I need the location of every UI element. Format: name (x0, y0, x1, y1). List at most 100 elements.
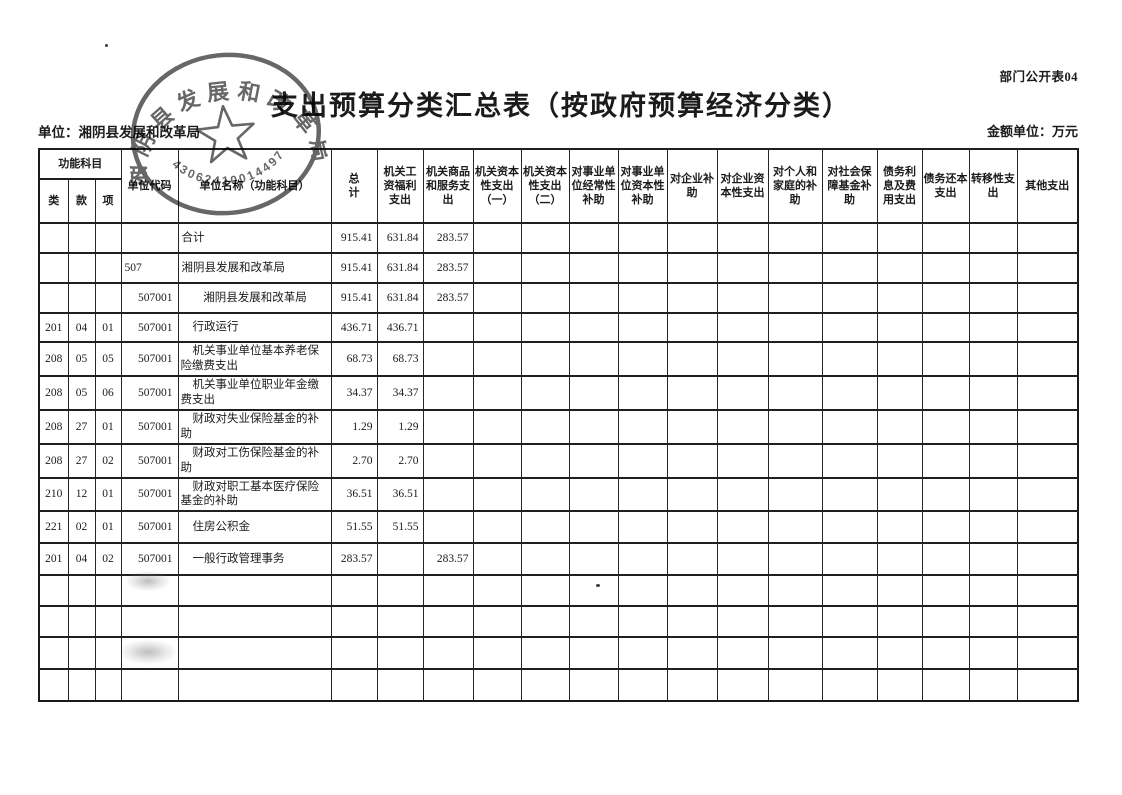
value-cell: 283.57 (422, 282, 474, 314)
table-row (38, 636, 1079, 670)
value-cell (520, 574, 570, 607)
header-func-0: 类 (38, 178, 69, 224)
value-cell (767, 605, 823, 638)
value-cell (472, 542, 522, 576)
unit-name-cell: 住房公积金 (177, 510, 332, 544)
header-expense-10: 债务利息及费用支出 (876, 148, 923, 224)
value-cell (376, 636, 424, 670)
value-cell (921, 409, 970, 445)
unit-code-cell: 507001 (120, 542, 179, 576)
func-cell: 01 (94, 409, 122, 445)
value-cell (472, 443, 522, 478)
value-cell (568, 375, 619, 411)
value-cell (472, 668, 522, 702)
value-cell (968, 409, 1018, 445)
value-cell (422, 312, 474, 343)
value-cell (472, 636, 522, 670)
value-cell: 631.84 (376, 222, 424, 254)
value-cell (568, 443, 619, 478)
value-cell (520, 222, 570, 254)
value-cell (520, 668, 570, 702)
value-cell (821, 375, 878, 411)
value-cell (617, 542, 668, 576)
value-cell (921, 282, 970, 314)
header-expense-0: 机关工资福利支出 (376, 148, 424, 224)
value-cell (821, 510, 878, 544)
func-cell: 201 (38, 542, 69, 576)
value-cell (767, 510, 823, 544)
func-cell: 210 (38, 477, 69, 512)
value-cell (968, 282, 1018, 314)
value-cell (1016, 542, 1079, 576)
value-cell (568, 542, 619, 576)
func-cell (67, 282, 96, 314)
value-cell (921, 668, 970, 702)
value-cell (876, 375, 923, 411)
value-cell (617, 252, 668, 284)
value-cell (716, 409, 769, 445)
func-cell: 01 (94, 312, 122, 343)
value-cell (520, 312, 570, 343)
value-cell (968, 605, 1018, 638)
table-row: 201 04 01 507001 行政运行 436.71 436.71 (38, 312, 1079, 343)
total-cell: 34.37 (330, 375, 378, 411)
value-cell (821, 574, 878, 607)
value-cell (1016, 443, 1079, 478)
header-expense-4: 对事业单位经常性补助 (568, 148, 619, 224)
value-cell (422, 668, 474, 702)
header-expense-9: 对社会保障基金补助 (821, 148, 878, 224)
unit-name-cell: 一般行政管理事务 (177, 542, 332, 576)
value-cell (921, 510, 970, 544)
scan-dot (596, 584, 600, 587)
func-cell (94, 252, 122, 284)
value-cell (472, 477, 522, 512)
func-cell: 04 (67, 312, 96, 343)
value-cell (472, 375, 522, 411)
value-cell (520, 341, 570, 377)
value-cell (968, 443, 1018, 478)
value-cell (617, 282, 668, 314)
value-cell (921, 605, 970, 638)
value-cell (716, 510, 769, 544)
value-cell: 68.73 (376, 341, 424, 377)
total-cell: 51.55 (330, 510, 378, 544)
header-func-2: 项 (94, 178, 122, 224)
value-cell (921, 252, 970, 284)
value-cell (876, 312, 923, 343)
value-cell (921, 636, 970, 670)
value-cell (1016, 282, 1079, 314)
unit-name-cell (177, 574, 332, 607)
value-cell (666, 409, 718, 445)
unit-name-cell (177, 668, 332, 702)
unit-code-cell: 507001 (120, 510, 179, 544)
value-cell (968, 636, 1018, 670)
value-cell (666, 222, 718, 254)
table-row: 208 05 06 507001 机关事业单位职业年金缴费支出 34.37 34.37 (38, 375, 1079, 411)
total-cell (330, 636, 378, 670)
value-cell (821, 477, 878, 512)
func-cell (38, 282, 69, 314)
total-cell (330, 605, 378, 638)
value-cell (767, 341, 823, 377)
header-total: 总 计 (330, 148, 378, 224)
value-cell (376, 542, 424, 576)
value-cell (422, 636, 474, 670)
scan-smudge (120, 640, 176, 664)
unit-code-cell: 507001 (120, 375, 179, 411)
value-cell (376, 668, 424, 702)
value-cell (767, 542, 823, 576)
func-cell: 06 (94, 375, 122, 411)
func-cell: 05 (67, 341, 96, 377)
value-cell (876, 443, 923, 478)
value-cell (568, 636, 619, 670)
value-cell (568, 282, 619, 314)
unit-name-cell: 湘阴县发展和改革局 (177, 252, 332, 284)
value-cell (666, 668, 718, 702)
value-cell (666, 443, 718, 478)
value-cell (821, 282, 878, 314)
value-cell (921, 341, 970, 377)
value-cell (821, 252, 878, 284)
form-number-label: 部门公开表04 (999, 70, 1078, 84)
value-cell (716, 375, 769, 411)
value-cell (617, 341, 668, 377)
